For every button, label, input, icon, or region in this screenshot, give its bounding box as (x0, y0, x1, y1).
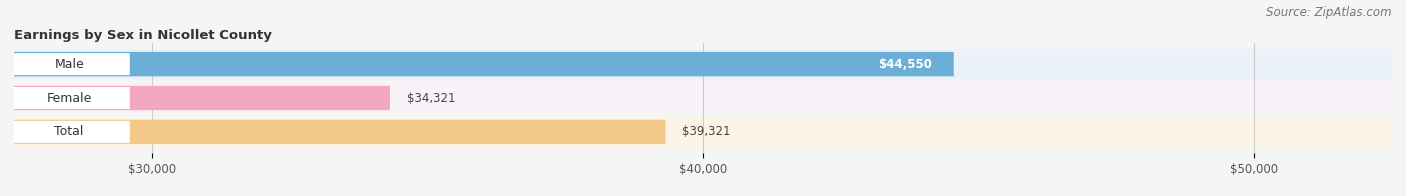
Text: Female: Female (46, 92, 91, 104)
Text: $39,321: $39,321 (682, 125, 731, 138)
Text: Earnings by Sex in Nicollet County: Earnings by Sex in Nicollet County (14, 29, 271, 42)
FancyBboxPatch shape (14, 86, 389, 110)
FancyBboxPatch shape (14, 52, 953, 76)
FancyBboxPatch shape (8, 121, 129, 143)
Text: $44,550: $44,550 (877, 58, 932, 71)
Text: Total: Total (55, 125, 84, 138)
FancyBboxPatch shape (14, 117, 1392, 147)
FancyBboxPatch shape (8, 87, 129, 109)
FancyBboxPatch shape (8, 53, 129, 75)
Text: $34,321: $34,321 (406, 92, 456, 104)
FancyBboxPatch shape (14, 49, 1392, 79)
FancyBboxPatch shape (14, 83, 1392, 113)
Text: Source: ZipAtlas.com: Source: ZipAtlas.com (1267, 6, 1392, 19)
FancyBboxPatch shape (14, 120, 665, 144)
Text: Male: Male (55, 58, 84, 71)
